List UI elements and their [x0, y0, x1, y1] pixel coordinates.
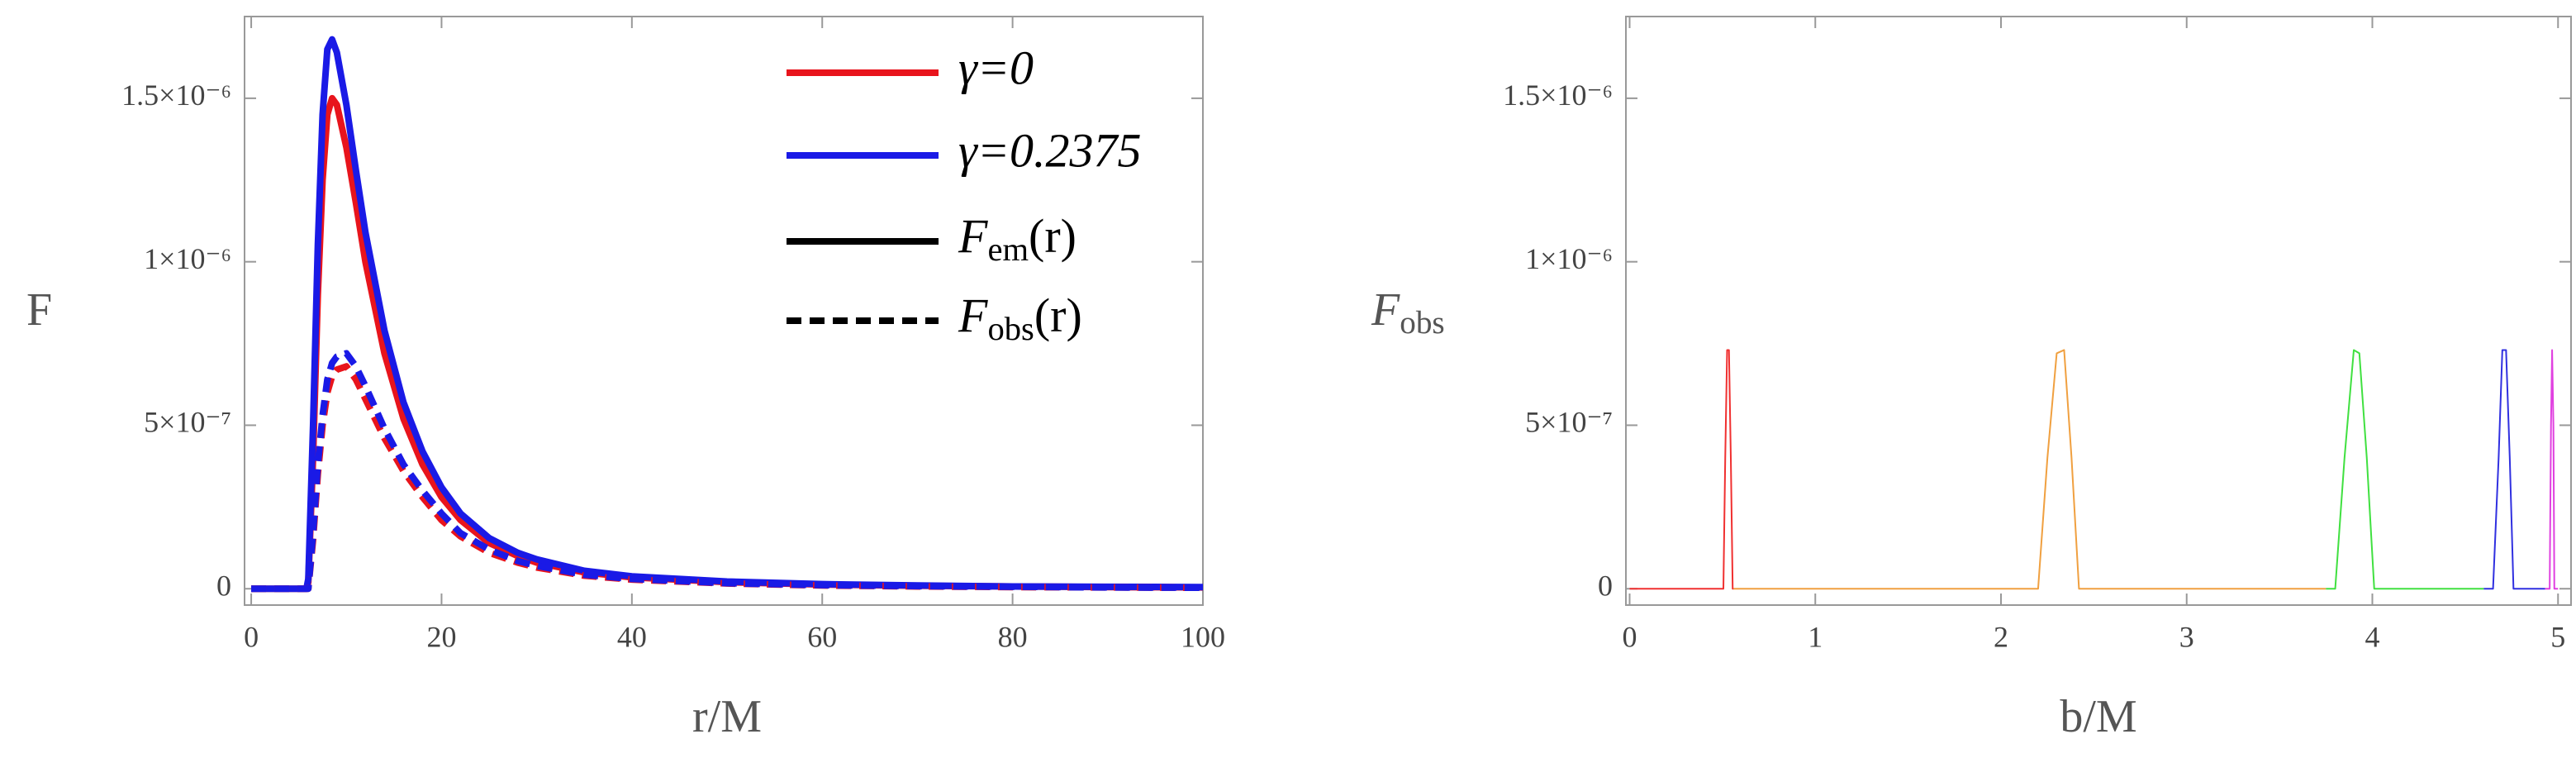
legend-label-part: (r) — [1029, 209, 1077, 263]
y-axis-label: Fobs — [1371, 284, 1445, 341]
series-line — [1629, 349, 1734, 590]
y-axis-label-part: F — [1371, 284, 1400, 336]
series-line — [251, 363, 1204, 593]
y-tick-label: 1.5×10⁻⁶ — [1503, 79, 1613, 112]
legend-label: Fem(r) — [958, 209, 1077, 268]
x-tick-label: 0 — [1622, 620, 1637, 653]
legend-label: γ=0 — [958, 41, 1034, 94]
legend-label-part: (r) — [1034, 288, 1082, 342]
x-tick-label: 20 — [426, 620, 456, 653]
series-line — [2483, 349, 2545, 590]
legend-label-part: F — [958, 209, 988, 263]
legend-label: γ=0.2375 — [958, 123, 1142, 177]
plot-frame — [1625, 16, 2572, 606]
y-axis-label-part: obs — [1400, 305, 1444, 341]
y-tick-label: 5×10⁻⁷ — [144, 406, 231, 439]
y-tick-label: 1×10⁻⁶ — [144, 242, 231, 275]
legend-label-part: em — [987, 231, 1029, 268]
y-tick-label: 1.5×10⁻⁶ — [121, 79, 231, 112]
x-tick-label: 1 — [1808, 620, 1823, 653]
x-tick-label: 4 — [2365, 620, 2380, 653]
x-tick-label: 60 — [807, 620, 837, 653]
y-tick-label: 0 — [1598, 569, 1613, 602]
x-axis-label: r/M — [692, 691, 762, 742]
plot-frame — [244, 16, 1204, 606]
legend-label-part: F — [958, 288, 988, 342]
series-line — [1733, 349, 2326, 590]
x-tick-label: 2 — [1994, 620, 2008, 653]
legend-label: Fobs(r) — [958, 288, 1082, 347]
x-tick-label: 80 — [998, 620, 1028, 653]
x-tick-label: 0 — [244, 620, 259, 653]
series-line — [251, 350, 1204, 593]
y-axis-label: F — [26, 284, 52, 336]
series-line — [2545, 349, 2559, 590]
y-tick-label: 5×10⁻⁷ — [1525, 406, 1613, 439]
y-tick-label: 1×10⁻⁶ — [1525, 242, 1613, 275]
x-tick-label: 100 — [1181, 620, 1225, 653]
series-line — [2326, 349, 2484, 590]
y-tick-label: 0 — [216, 569, 231, 602]
x-tick-label: 40 — [617, 620, 647, 653]
x-tick-label: 5 — [2550, 620, 2565, 653]
legend-label-part: obs — [987, 310, 1034, 347]
x-axis-label: b/M — [2060, 691, 2136, 742]
x-tick-label: 3 — [2179, 620, 2194, 653]
